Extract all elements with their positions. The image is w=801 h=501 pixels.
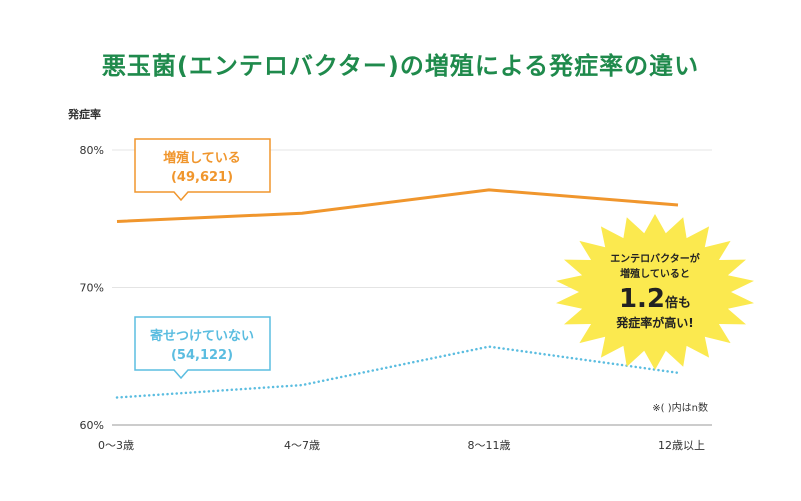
- callout-increasing: 増殖している (49,621): [134, 138, 271, 202]
- y-axis-label: 発症率: [67, 107, 101, 121]
- callout-not-increasing: 寄せつけていない (54,122): [134, 316, 271, 380]
- series-lines: [115, 188, 680, 399]
- x-tick-label: 4〜7歳: [284, 439, 320, 452]
- highlight-burst: エンテロバクターが 増殖していると 1.2倍も 発症率が高い!: [556, 214, 754, 370]
- series-line-increasing: [116, 188, 679, 223]
- burst-big-number: 1.2: [619, 284, 665, 314]
- callout-increasing-n: (49,621): [171, 170, 233, 185]
- callout-increasing-box: [134, 138, 271, 202]
- burst-big-suffix: 倍も: [665, 295, 691, 311]
- y-tick-label: 80%: [80, 144, 104, 157]
- burst-multiplier: 1.2倍も: [619, 284, 691, 314]
- x-tick-label: 12歳以上: [658, 439, 705, 452]
- burst-line-2: 増殖していると: [620, 267, 690, 280]
- y-tick-label: 70%: [80, 282, 104, 295]
- burst-shape: [556, 214, 754, 370]
- chart-title: 悪玉菌(エンテロバクター)の増殖による発症率の違い: [101, 52, 700, 80]
- burst-line-1: エンテロバクターが: [610, 252, 701, 265]
- x-tick-label: 8〜11歳: [468, 439, 511, 452]
- callout-not-increasing-n: (54,122): [171, 348, 233, 363]
- sample-size-note: ※( )内はn数: [652, 401, 708, 414]
- y-tick-label: 60%: [80, 419, 104, 432]
- burst-line-4: 発症率が高い!: [615, 315, 693, 330]
- axes: 発症率 60% 70% 80% 0〜3歳 4〜7歳 8〜11歳 12歳以上: [67, 107, 712, 452]
- callout-not-increasing-label: 寄せつけていない: [150, 328, 254, 344]
- series-line-not-increasing: [115, 345, 680, 399]
- callout-increasing-label: 増殖している: [163, 150, 241, 166]
- x-tick-label: 0〜3歳: [98, 439, 134, 452]
- callout-not-increasing-box: [134, 316, 271, 380]
